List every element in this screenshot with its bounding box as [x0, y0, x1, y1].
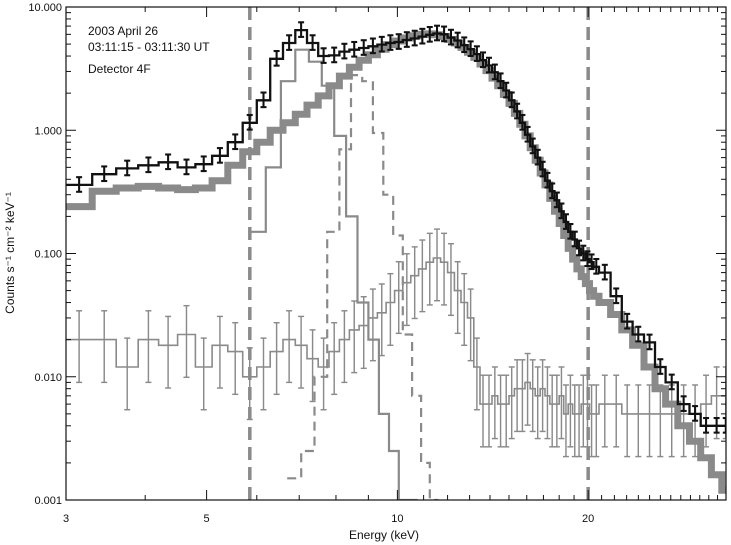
y-axis-title: Counts s⁻¹ cm⁻² keV⁻¹: [3, 192, 17, 314]
y-tick-label: 1.000: [34, 125, 62, 137]
series-background-line: [66, 257, 726, 415]
x-tick-label: 20: [582, 513, 594, 525]
y-axis-ticks: 0.001 0.010 0.100 1.000 10.000: [28, 2, 726, 507]
y-tick-label: 0.010: [34, 372, 62, 384]
series-line-component-line: [287, 74, 439, 500]
y-tick-label: 10.000: [28, 2, 62, 14]
series-observed-line: [66, 28, 726, 427]
annotation-time: 03:11:15 - 03:11:30 UT: [88, 40, 210, 54]
y-tick-label: 0.100: [34, 249, 62, 261]
annotation-detector: Detector 4F: [88, 62, 151, 76]
series-line-component-line: [249, 48, 418, 500]
x-tick-label: 3: [63, 513, 69, 525]
x-tick-label: 10: [391, 513, 403, 525]
series-group: [66, 21, 726, 500]
annotation-date: 2003 April 26: [88, 24, 158, 38]
y-tick-label: 0.001: [34, 495, 62, 507]
x-axis-title: Energy (keV): [349, 528, 419, 542]
x-tick-label: 5: [204, 513, 210, 525]
x-axis-ticks: 3 5 10 20: [63, 7, 727, 525]
